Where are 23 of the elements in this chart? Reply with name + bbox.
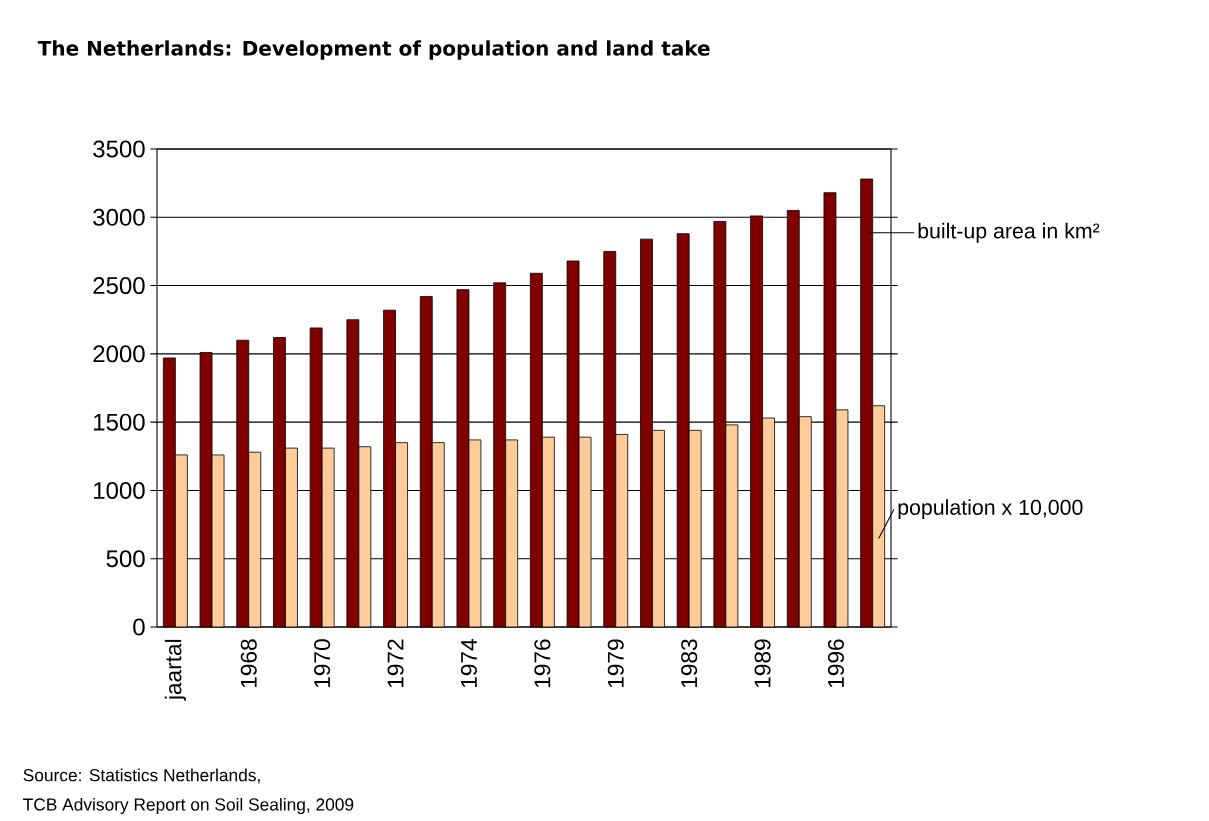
text: TCB Advisory Report on Soil Sealing, 2009: [23, 797, 354, 815]
x-tick-label: 1974: [460, 639, 477, 688]
x-tick-label: 1989: [754, 639, 771, 688]
chart-title: The Netherlands: Development of population and land take: [37, 40, 710, 60]
y-tick-label: 1000: [94, 481, 145, 499]
x-tick-label: 1979: [607, 639, 624, 688]
x-tick-label: 1996: [827, 639, 844, 688]
y-tick-label: 3500: [93, 140, 145, 158]
legend-label: built-up area in km²: [918, 222, 1100, 243]
x-tick-label: 1976: [534, 639, 551, 688]
y-tick-label: 0: [133, 618, 145, 636]
y-tick-label: 2500: [93, 277, 145, 295]
x-tick-label: jaartal: [164, 639, 186, 701]
y-tick-label: 500: [106, 550, 145, 568]
y-tick-label: 2000: [93, 345, 145, 363]
y-tick-label: 1500: [94, 413, 145, 431]
legend-label: population x 10,000: [898, 499, 1083, 520]
y-tick-label: 3000: [93, 208, 145, 226]
x-tick-label: 1972: [387, 639, 404, 688]
x-tick-label: 1970: [314, 639, 331, 688]
x-tick-label: 1983: [681, 639, 698, 688]
x-tick-label: 1968: [240, 639, 257, 688]
source-note: Source: Statistics Netherlands,: [23, 768, 260, 784]
